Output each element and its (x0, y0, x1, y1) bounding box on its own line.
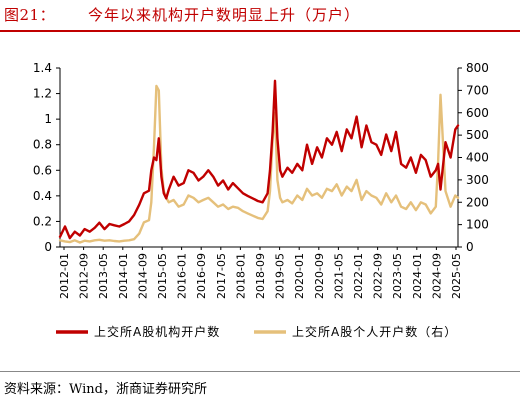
dual-axis-line-chart: 0 0.2 0.4 0.6 0.8 1 1.2 1.4 0 100 200 300 400 500 600 7… (33, 61, 489, 339)
y-left-tick-label: 0.8 (33, 138, 52, 152)
y-right-tick-label: 500 (466, 128, 489, 142)
x-tick-label: 2017-05 (215, 253, 228, 299)
y-right-tick-label: 800 (466, 61, 489, 75)
y-right-tick-label: 300 (466, 173, 489, 187)
x-tick-label: 2019-05 (274, 253, 287, 299)
x-tick-label: 2022-09 (372, 253, 385, 299)
x-tick-label: 2012-09 (78, 253, 91, 299)
y-right-tick-label: 700 (466, 83, 489, 97)
x-tick-label: 2024-01 (411, 253, 424, 299)
legend-label-individual: 上交所A股个人开户数（右） (292, 324, 457, 339)
x-tick-label: 2020-01 (293, 253, 306, 299)
x-tick-label: 2015-05 (156, 253, 169, 299)
y-right-tick-label: 0 (466, 240, 474, 254)
x-tick-label: 2024-09 (430, 253, 443, 299)
y-right-tick-label: 200 (466, 195, 489, 209)
x-tick-label: 2023-05 (391, 253, 404, 299)
y-right-tick-label: 600 (466, 106, 489, 120)
series-line-institution (58, 79, 460, 240)
legend-label-institution: 上交所A股机构开户数 (94, 324, 220, 339)
y-right-tick-label: 100 (466, 218, 489, 232)
y-right-tick-label: 400 (466, 151, 489, 165)
chart-header: 图21： 今年以来机构开户数明显上升（万户） (0, 0, 520, 28)
source-note: 资料来源：Wind，浙商证券研究所 (4, 382, 207, 397)
y-left-tick-label: 0.4 (33, 189, 52, 203)
x-tick-label: 2018-09 (254, 253, 267, 299)
x-tick-label: 2018-01 (234, 253, 247, 299)
x-tick-label: 2025-05 (450, 253, 463, 299)
y-left-tick-label: 0 (44, 240, 52, 254)
title-rule (0, 30, 520, 32)
x-tick-label: 2014-01 (117, 253, 130, 299)
y-left-tick-label: 1 (44, 112, 52, 126)
chart-title: 今年以来机构开户数明显上升（万户） (88, 6, 361, 24)
x-tick-label: 2016-09 (195, 253, 208, 299)
y-left-tick-label: 0.2 (33, 214, 52, 228)
x-tick-label: 2016-01 (176, 253, 189, 299)
y-left-tick-label: 1.4 (33, 61, 52, 75)
y-left-tick-label: 1.2 (33, 87, 52, 101)
figure-number: 图21： (4, 6, 56, 24)
y-left-tick-label: 0.6 (33, 163, 52, 177)
x-tick-label: 2020-09 (313, 253, 326, 299)
series-line-individual (58, 84, 460, 244)
x-tick-label: 2013-05 (97, 253, 110, 299)
x-tick-label: 2012-01 (58, 253, 71, 299)
footer-rule (0, 371, 520, 372)
x-tick-label: 2014-09 (136, 253, 149, 299)
x-tick-label: 2022-01 (352, 253, 365, 299)
x-tick-label: 2021-05 (332, 253, 345, 299)
